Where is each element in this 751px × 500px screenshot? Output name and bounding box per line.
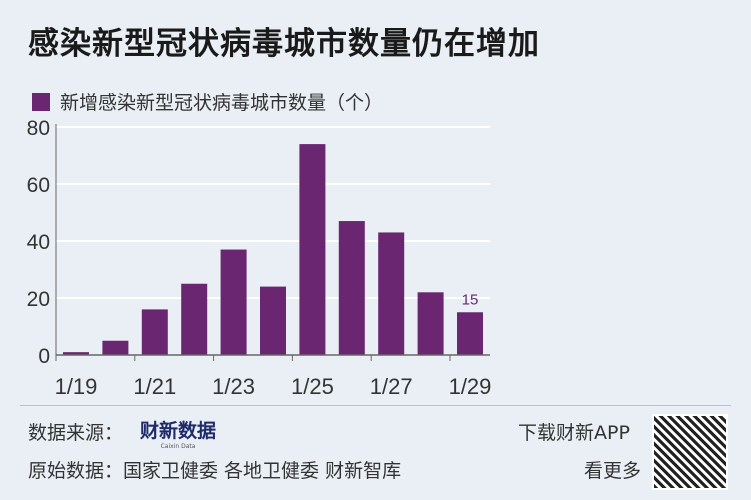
bar-1/28 [417,292,444,355]
see-more-text: 看更多 [584,460,642,482]
bar-1/23 [220,249,247,355]
data-label: 15 [462,291,479,308]
legend-swatch [32,92,50,111]
caixin-data-logo: 财新数据 Caixin Data [140,420,217,450]
bar-1/22 [181,283,208,355]
x-tick-label: 1/29 [449,374,492,399]
qr-code[interactable] [652,414,728,490]
bar-1/24 [260,286,286,355]
raw-data-label: 原始数据： [28,460,124,482]
y-tick-label: 20 [27,288,50,311]
bar-1/19 [63,352,89,355]
y-tick-label: 60 [27,174,50,197]
bar-1/21 [141,309,168,355]
legend-label: 新增感染新型冠状病毒城市数量（个） [60,92,384,114]
x-tick-label: 1/25 [291,374,334,399]
x-tick-label: 1/21 [133,374,176,399]
y-tick-label: 0 [38,345,50,368]
bar-1/26 [338,221,365,355]
x-tick-label: 1/19 [55,374,98,399]
x-tick-label: 1/23 [212,374,255,399]
y-tick-label: 40 [27,231,50,254]
bar-1/25 [299,144,326,355]
bar-chart: 0 20 40 60 80 1/19 1/21 1/23 1/25 1/27 1/29 15 [27,117,492,399]
legend: 新增感染新型冠状病毒城市数量（个） [32,88,383,115]
divider [20,405,731,406]
bar-1/27 [378,232,405,355]
source-label: 数据来源： [28,422,124,444]
bar-1/20 [102,340,129,355]
bar-1/29 [457,312,483,355]
chart-title: 感染新型冠状病毒城市数量仍在增加 [28,26,540,62]
download-app-text: 下载财新APP [518,422,630,444]
y-tick-label: 80 [27,117,50,140]
x-tick-label: 1/27 [370,374,413,399]
raw-data-sources: 国家卫健委 各地卫健委 财新智库 [123,460,402,482]
